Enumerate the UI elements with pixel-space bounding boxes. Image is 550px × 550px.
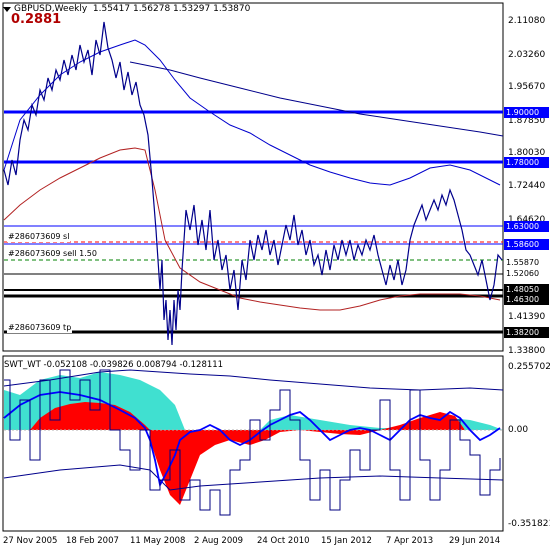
main-chart-frame[interactable] xyxy=(2,2,504,352)
date-label: 24 Oct 2010 xyxy=(257,536,310,546)
price-tick: 1.80030 xyxy=(508,148,546,158)
price-tag-1-38200: 1.38200 xyxy=(504,327,549,338)
indicator-tick: 0.00 xyxy=(508,425,529,435)
price-tick: 1.33800 xyxy=(508,346,546,356)
date-label: 27 Nov 2005 xyxy=(3,536,58,546)
price-tick: 1.95670 xyxy=(508,82,546,92)
sell-order-label[interactable]: #286073609 sell 1.50 xyxy=(7,249,98,259)
indicator-tick: 0.255702 xyxy=(508,362,550,372)
price-tick: 2.03260 xyxy=(508,50,546,60)
price-tag-1-78000: 1.78000 xyxy=(504,157,549,168)
price-tag-1-48050: 1.48050 xyxy=(504,284,549,295)
price-tag-1-63000: 1.63000 xyxy=(504,221,549,232)
indicator-title: SWT_WT -0.052108 -0.039826 0.008794 -0.1… xyxy=(4,360,224,370)
sl-order-label[interactable]: #286073609 sl xyxy=(7,232,71,242)
fast-moving-average xyxy=(3,39,501,186)
indicator-step-line xyxy=(4,369,501,516)
price-line xyxy=(3,21,503,346)
long-moving-average xyxy=(129,61,504,137)
price-tag-1-55870: 1.55870 xyxy=(506,258,540,267)
date-label: 2 Aug 2009 xyxy=(194,536,244,546)
indicator-tick: -0.351821 xyxy=(508,519,550,529)
price-tag-1-58600: 1.58600 xyxy=(504,239,549,250)
price-tag-1-46300: 1.46300 xyxy=(504,294,549,305)
chart-title: GBPUSD,Weekly 1.55417 1.56278 1.53297 1.… xyxy=(14,4,251,14)
histogram-negative-area xyxy=(30,402,465,505)
chart-menu-arrow-icon[interactable] xyxy=(3,7,11,12)
slow-moving-average xyxy=(3,147,501,311)
price-levels xyxy=(4,110,503,334)
date-label: 15 Jan 2012 xyxy=(321,536,372,546)
price-tick: 1.87850 xyxy=(508,116,546,126)
price-tick: 1.41390 xyxy=(508,312,546,322)
price-tick: 1.72440 xyxy=(508,181,546,191)
date-label: 7 Apr 2013 xyxy=(386,536,434,546)
price-tick: 1.64620 xyxy=(508,215,546,225)
profit-value: 0.2881 xyxy=(11,12,62,27)
tp-order-label[interactable]: #286073609 tp xyxy=(7,323,73,333)
price-tag-1-90000: 1.90000 xyxy=(504,107,549,118)
price-tick: 2.11080 xyxy=(508,16,546,26)
date-label: 29 Jun 2014 xyxy=(449,536,501,546)
date-label: 18 Feb 2007 xyxy=(66,536,119,546)
date-label: 11 May 2008 xyxy=(130,536,186,546)
price-tag-1-52060: 1.52060 xyxy=(506,269,540,278)
